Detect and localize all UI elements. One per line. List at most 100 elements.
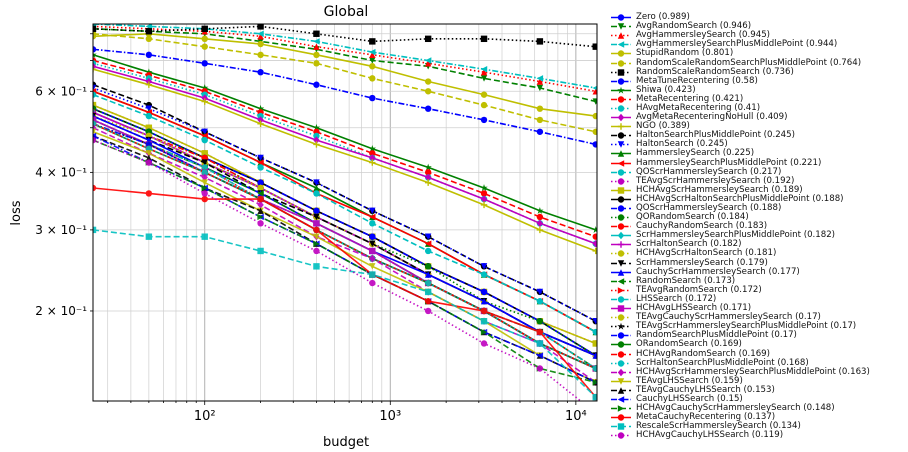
- data-point: [257, 112, 264, 120]
- data-point: [369, 51, 376, 59]
- data-point: [536, 75, 544, 82]
- data-point: [93, 66, 97, 73]
- legend-entry: HCHAvgScrHaltonSearchPlusMiddlePoint (0.…: [610, 194, 908, 204]
- series-7: [93, 46, 597, 148]
- series-4: [93, 30, 597, 120]
- series-6: [93, 24, 597, 50]
- data-point: [424, 88, 432, 95]
- series-line: [93, 135, 597, 384]
- series-3: [93, 24, 597, 91]
- data-point: [617, 350, 625, 358]
- legend-entry: MetaCauchyRecentering (0.137): [610, 413, 908, 422]
- legend-entry: CauchyScrHammersleySearch (0.177): [610, 267, 908, 277]
- series-12: [93, 66, 597, 255]
- series-line: [93, 24, 596, 89]
- data-point: [424, 60, 432, 67]
- legend-label: HaltonSearch (0.245): [636, 139, 728, 150]
- data-point: [480, 75, 488, 82]
- data-point: [257, 24, 264, 30]
- data-point: [93, 84, 97, 92]
- data-point: [257, 159, 264, 166]
- data-point: [369, 207, 376, 215]
- series-45: [93, 226, 597, 401]
- data-point: [536, 207, 544, 214]
- data-point: [201, 84, 209, 92]
- legend-swatch: [611, 78, 631, 85]
- data-point: [480, 195, 488, 203]
- legend-entry: QOScrHammersleySearch (0.217): [610, 167, 908, 177]
- legend-swatch: [611, 268, 631, 276]
- plot-frame: [92, 23, 598, 402]
- legend-entry: Shiwa (0.423): [610, 85, 908, 95]
- data-point: [257, 51, 264, 59]
- series-line: [93, 131, 597, 384]
- legend-swatch: [611, 341, 631, 349]
- data-point: [536, 340, 544, 347]
- data-point: [536, 298, 544, 305]
- legend-entry: ORandomSearch (0.169): [610, 340, 908, 349]
- data-point: [617, 196, 625, 203]
- data-point: [593, 16, 599, 22]
- legend-entry: RescaleScrHammersleySearch (0.134): [610, 422, 908, 431]
- data-point: [592, 233, 597, 240]
- legend-entry: RandomScaleRandomSearchPlusMiddlePoint (…: [610, 58, 908, 67]
- data-point: [369, 263, 376, 270]
- data-point: [424, 35, 432, 43]
- data-point: [424, 240, 432, 247]
- data-point: [617, 268, 625, 276]
- data-point: [257, 220, 264, 227]
- data-point: [201, 35, 208, 43]
- data-point: [313, 38, 320, 45]
- data-point: [93, 116, 97, 124]
- data-point: [257, 40, 264, 48]
- legend-swatch: [611, 314, 631, 321]
- legend-swatch: [611, 305, 631, 312]
- x-axis-label: budget: [323, 435, 369, 450]
- data-point: [257, 195, 264, 203]
- legend-label: TEAvgCauchyLHSSearch (0.153): [636, 384, 775, 395]
- legend-swatch: [611, 141, 631, 149]
- legend-swatch: [611, 23, 631, 30]
- data-point: [592, 365, 597, 372]
- legend-swatch: [611, 405, 631, 412]
- data-point: [257, 213, 264, 221]
- legend-entry: HCHAvgCauchyLHSSearch (0.119): [610, 431, 908, 440]
- data-point: [617, 223, 625, 230]
- data-point: [145, 124, 153, 131]
- data-point: [369, 150, 376, 157]
- legend-entry: TEAvgRandomSearch (0.172): [610, 285, 908, 295]
- legend-entry: RandomScaleRandomSearch (0.736): [610, 67, 908, 77]
- data-point: [425, 16, 431, 22]
- data-point: [480, 101, 488, 109]
- legend-entry: CauchyRandomSearch (0.183): [610, 222, 908, 231]
- series-line: [93, 54, 597, 231]
- data-point: [369, 154, 376, 162]
- series-line: [93, 32, 596, 117]
- legend-entry: Zero (0.989): [610, 13, 908, 22]
- legend-label: HCHAvgScrHammersleySearchPlusMiddlePoint…: [636, 366, 870, 377]
- series-40: [93, 128, 597, 386]
- data-point: [424, 279, 432, 287]
- data-point: [480, 298, 488, 305]
- chart-title: Global: [324, 4, 369, 20]
- data-point: [617, 341, 625, 349]
- series-line: [93, 33, 596, 133]
- data-point: [592, 226, 597, 233]
- data-point: [617, 305, 625, 312]
- y-tick-label: 4 × 10⁻¹: [35, 165, 87, 179]
- data-point: [313, 60, 320, 67]
- legend-entry: TEAvgCauchyLHSSearch (0.153): [610, 384, 908, 395]
- legend-entry: QOScrHammersleySearch (0.188): [610, 204, 908, 213]
- legend-swatch: [611, 214, 631, 221]
- data-point: [93, 109, 97, 116]
- legend-entry: HCHAvgCauchyScrHammersleySearch (0.148): [610, 404, 908, 413]
- data-point: [257, 154, 264, 162]
- data-point: [313, 213, 320, 221]
- data-point: [369, 233, 376, 240]
- legend-label: TEAvgLHSSearch (0.159): [636, 375, 743, 386]
- data-point: [369, 220, 376, 227]
- data-point: [201, 150, 208, 157]
- data-point: [313, 81, 320, 88]
- series-line: [93, 68, 597, 252]
- legend-label: QORandomSearch (0.184): [636, 212, 749, 223]
